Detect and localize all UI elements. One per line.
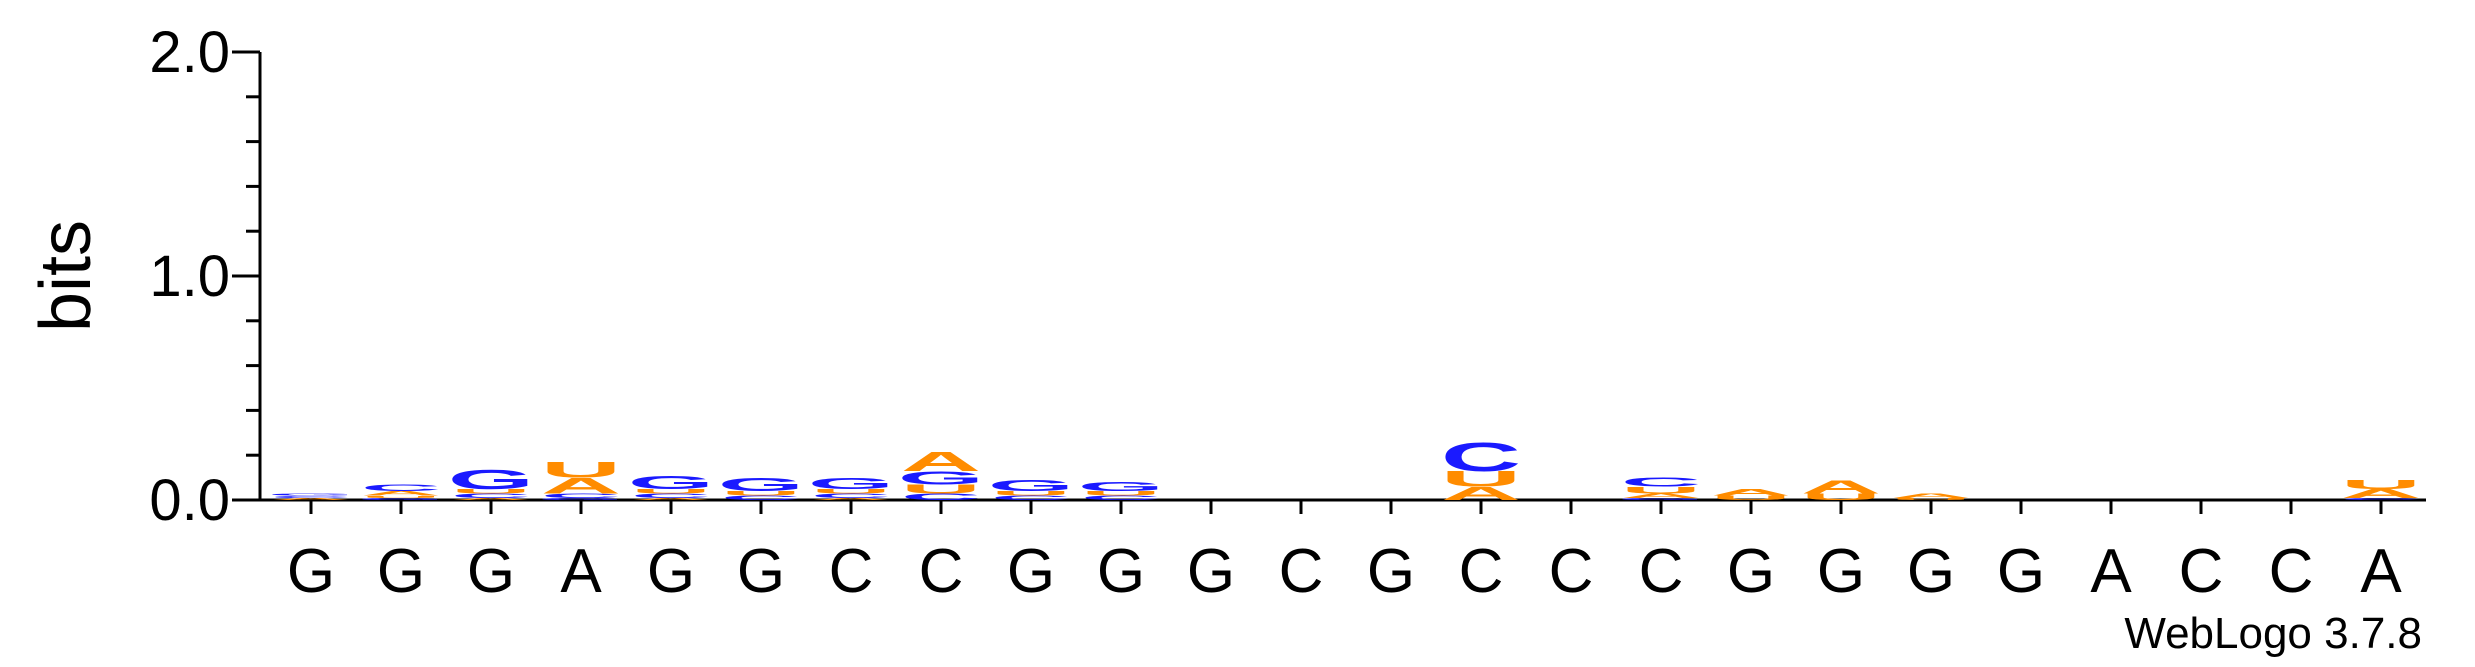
letter: U [451, 488, 531, 495]
x-tick-label: G [377, 537, 425, 606]
letter: C [721, 494, 801, 501]
letter: U [1081, 490, 1161, 497]
x-tick-label: C [2269, 537, 2314, 606]
letter: G [898, 467, 984, 488]
letter: G [1618, 497, 1704, 500]
credit: WebLogo 3.7.8 [2124, 609, 2422, 658]
y-tick-label: 2.0 [149, 20, 230, 85]
x-tick-label: G [1817, 537, 1865, 606]
letter: A [1801, 476, 1881, 497]
letter: G [718, 474, 804, 495]
letter: C [451, 492, 531, 499]
letter: A [361, 490, 441, 497]
x-tick-label: G [737, 537, 785, 606]
letter: U [901, 482, 981, 496]
letter: G [448, 464, 534, 495]
y-axis-label: bits [26, 220, 106, 332]
letter: A [1621, 492, 1701, 499]
letter: U [631, 488, 711, 495]
x-tick-label: G [467, 537, 515, 606]
letter: U [991, 490, 1071, 497]
letter: C [901, 492, 981, 502]
letter: A [901, 446, 981, 477]
letter: G [628, 472, 714, 493]
letter: G [988, 477, 1074, 494]
letter: C [991, 494, 1071, 501]
x-tick-label: G [1097, 537, 1145, 606]
x-tick-label: G [1997, 537, 2045, 606]
letter: U [811, 488, 891, 495]
letter: U [1441, 467, 1521, 491]
letter: C [361, 483, 441, 493]
letter: U [1801, 492, 1881, 502]
letter: G [538, 497, 624, 500]
letter: A [631, 497, 711, 500]
letter: C [631, 492, 711, 499]
letter: C [811, 492, 891, 499]
x-tick-label: C [1459, 537, 1504, 606]
y-tick-label: 1.0 [149, 244, 230, 309]
letter: U [1891, 497, 1971, 500]
letter: U [721, 490, 801, 497]
letter: U [2341, 477, 2421, 491]
letter: C [541, 492, 621, 499]
letter: G [358, 497, 444, 500]
letter: G [268, 493, 354, 496]
letter: A [1891, 492, 1971, 499]
letter: A [451, 497, 531, 500]
letter: C [2341, 497, 2421, 500]
letter: U [361, 495, 441, 498]
x-tick-label: C [919, 537, 964, 606]
letter: A [811, 497, 891, 500]
x-tick-label: A [2090, 537, 2132, 606]
x-tick-label: G [1727, 537, 1775, 606]
letter: A [541, 474, 621, 498]
letter: U [1621, 485, 1701, 495]
letter: A [2341, 486, 2421, 500]
x-tick-label: A [560, 537, 602, 606]
x-tick-label: C [829, 537, 874, 606]
x-tick-label: G [287, 537, 335, 606]
letter: C [271, 495, 351, 498]
letter: G [1078, 480, 1164, 494]
letter: G [808, 475, 894, 492]
letter: A [1711, 487, 1791, 497]
letter: A [271, 497, 351, 500]
x-tick-label: G [1007, 537, 1055, 606]
x-tick-label: A [2360, 537, 2402, 606]
y-tick-label: 0.0 [149, 468, 230, 533]
letter: C [1081, 494, 1161, 501]
letter: A [1441, 483, 1521, 504]
x-tick-label: G [1907, 537, 1955, 606]
letter: U [1711, 494, 1791, 501]
x-tick-label: G [1367, 537, 1415, 606]
letter: C [1441, 434, 1521, 479]
x-tick-label: G [647, 537, 695, 606]
letter: C [1621, 475, 1701, 489]
x-tick-label: C [1549, 537, 1594, 606]
x-tick-label: C [1639, 537, 1684, 606]
x-tick-label: G [1187, 537, 1235, 606]
x-tick-label: C [1279, 537, 1324, 606]
letter: U [541, 458, 621, 482]
x-tick-label: C [2179, 537, 2224, 606]
